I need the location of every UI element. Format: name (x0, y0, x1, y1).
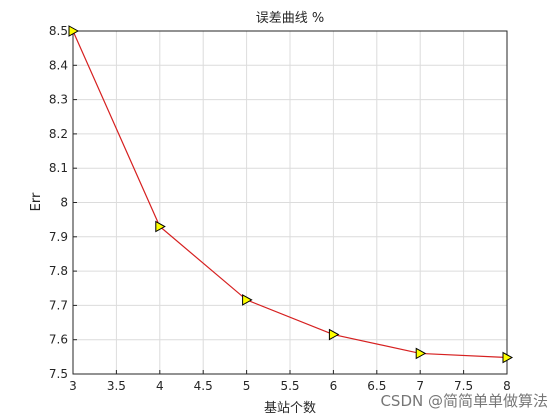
y-tick-label: 8.3 (49, 93, 68, 107)
y-tick-label: 8.1 (49, 161, 68, 175)
x-axis-label: 基站个数 (264, 401, 316, 416)
y-tick-label: 7.5 (49, 367, 68, 381)
x-tick-label: 6 (330, 379, 338, 393)
watermark: CSDN @简简单单做算法 (380, 392, 548, 410)
data-line (72, 30, 508, 359)
y-tick-label: 7.7 (49, 298, 68, 312)
data-marker (415, 347, 427, 360)
x-tick-label: 6.5 (367, 379, 386, 393)
x-tick-label: 5.5 (280, 379, 299, 393)
chart-title: 误差曲线 % (256, 11, 325, 26)
x-tick-label: 5 (243, 379, 251, 393)
y-tick-label: 8.4 (49, 58, 68, 72)
y-tick-label: 7.6 (49, 333, 68, 347)
y-tick-label: 7.8 (49, 264, 68, 278)
y-axis-label: Err (29, 192, 44, 211)
x-tick-label: 7.5 (454, 379, 473, 393)
x-tick-label: 7 (416, 379, 424, 393)
x-tick-label: 4.5 (194, 379, 213, 393)
y-tick-label: 8 (60, 196, 68, 210)
data-marker (502, 351, 514, 364)
data-marker (328, 328, 340, 341)
y-tick-label: 7.9 (49, 230, 68, 244)
x-tick-label: 3 (69, 379, 77, 393)
plot-frame (72, 30, 508, 375)
x-tick-label: 8 (503, 379, 511, 393)
data-marker (68, 25, 80, 37)
data-marker (155, 220, 166, 233)
y-tick-label: 8.5 (49, 24, 68, 38)
x-tick-label: 3.5 (107, 379, 126, 393)
x-tick-label: 4 (156, 379, 164, 393)
data-marker (242, 294, 253, 306)
y-tick-label: 8.2 (49, 127, 68, 141)
